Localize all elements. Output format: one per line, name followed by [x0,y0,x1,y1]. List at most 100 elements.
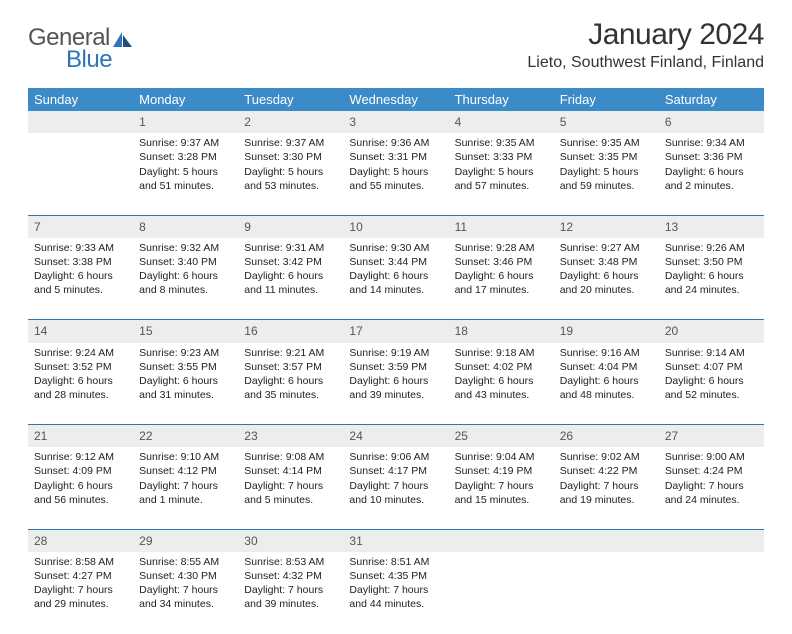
daylight-text: Daylight: 6 hours and 28 minutes. [34,374,127,402]
day-cell: Sunrise: 9:33 AMSunset: 3:38 PMDaylight:… [28,238,133,320]
day-number: 11 [449,215,554,238]
weekday-header: Sunday [28,88,133,111]
daylight-text: Daylight: 6 hours and 52 minutes. [665,374,758,402]
day-number: 9 [238,215,343,238]
day-cell: Sunrise: 9:28 AMSunset: 3:46 PMDaylight:… [449,238,554,320]
sunrise-text: Sunrise: 9:18 AM [455,346,548,360]
day-cell: Sunrise: 9:06 AMSunset: 4:17 PMDaylight:… [343,447,448,529]
daylight-text: Daylight: 6 hours and 14 minutes. [349,269,442,297]
sunset-text: Sunset: 3:55 PM [139,360,232,374]
sunset-text: Sunset: 4:17 PM [349,464,442,478]
day-number: 2 [238,111,343,133]
weekday-header-row: Sunday Monday Tuesday Wednesday Thursday… [28,88,764,111]
sunrise-text: Sunrise: 9:32 AM [139,241,232,255]
day-number: 24 [343,425,448,448]
day-number: 31 [343,529,448,552]
daylight-text: Daylight: 6 hours and 11 minutes. [244,269,337,297]
day-number: 14 [28,320,133,343]
sunset-text: Sunset: 4:19 PM [455,464,548,478]
sunrise-text: Sunrise: 9:28 AM [455,241,548,255]
sunset-text: Sunset: 4:12 PM [139,464,232,478]
sunset-text: Sunset: 4:24 PM [665,464,758,478]
day-number: 26 [554,425,659,448]
day-cell [449,552,554,634]
sunrise-text: Sunrise: 9:34 AM [665,136,758,150]
header: GeneralBlue January 2024 Lieto, Southwes… [28,18,764,74]
day-cell: Sunrise: 9:16 AMSunset: 4:04 PMDaylight:… [554,343,659,425]
day-cell: Sunrise: 8:55 AMSunset: 4:30 PMDaylight:… [133,552,238,634]
day-cell: Sunrise: 9:24 AMSunset: 3:52 PMDaylight:… [28,343,133,425]
day-number: 25 [449,425,554,448]
day-cell [659,552,764,634]
day-number: 20 [659,320,764,343]
daylight-text: Daylight: 7 hours and 19 minutes. [560,479,653,507]
day-cell: Sunrise: 9:31 AMSunset: 3:42 PMDaylight:… [238,238,343,320]
sunset-text: Sunset: 3:38 PM [34,255,127,269]
sunset-text: Sunset: 3:42 PM [244,255,337,269]
daylight-text: Daylight: 7 hours and 39 minutes. [244,583,337,611]
daylight-text: Daylight: 5 hours and 57 minutes. [455,165,548,193]
day-detail-row: Sunrise: 9:37 AMSunset: 3:28 PMDaylight:… [28,133,764,215]
sunset-text: Sunset: 3:31 PM [349,150,442,164]
day-number: 6 [659,111,764,133]
day-number-row: 78910111213 [28,215,764,238]
day-number: 18 [449,320,554,343]
day-cell: Sunrise: 9:37 AMSunset: 3:30 PMDaylight:… [238,133,343,215]
weekday-header: Saturday [659,88,764,111]
daylight-text: Daylight: 7 hours and 34 minutes. [139,583,232,611]
daylight-text: Daylight: 6 hours and 31 minutes. [139,374,232,402]
calendar-table: Sunday Monday Tuesday Wednesday Thursday… [28,88,764,634]
sunrise-text: Sunrise: 9:26 AM [665,241,758,255]
daylight-text: Daylight: 6 hours and 35 minutes. [244,374,337,402]
sunrise-text: Sunrise: 9:16 AM [560,346,653,360]
weekday-header: Wednesday [343,88,448,111]
day-number-row: 28293031 [28,529,764,552]
sunrise-text: Sunrise: 9:37 AM [244,136,337,150]
day-number: 30 [238,529,343,552]
sunrise-text: Sunrise: 9:08 AM [244,450,337,464]
sunset-text: Sunset: 3:48 PM [560,255,653,269]
sunset-text: Sunset: 4:22 PM [560,464,653,478]
day-number: 3 [343,111,448,133]
weekday-header: Friday [554,88,659,111]
daylight-text: Daylight: 6 hours and 8 minutes. [139,269,232,297]
day-cell: Sunrise: 9:30 AMSunset: 3:44 PMDaylight:… [343,238,448,320]
day-detail-row: Sunrise: 9:12 AMSunset: 4:09 PMDaylight:… [28,447,764,529]
daylight-text: Daylight: 5 hours and 59 minutes. [560,165,653,193]
sunset-text: Sunset: 3:59 PM [349,360,442,374]
daylight-text: Daylight: 6 hours and 24 minutes. [665,269,758,297]
sunrise-text: Sunrise: 9:14 AM [665,346,758,360]
sunrise-text: Sunrise: 9:36 AM [349,136,442,150]
sunrise-text: Sunrise: 9:27 AM [560,241,653,255]
sunset-text: Sunset: 3:46 PM [455,255,548,269]
sunrise-text: Sunrise: 9:19 AM [349,346,442,360]
day-number: 13 [659,215,764,238]
day-cell: Sunrise: 9:27 AMSunset: 3:48 PMDaylight:… [554,238,659,320]
day-cell [554,552,659,634]
day-number: 29 [133,529,238,552]
daylight-text: Daylight: 5 hours and 53 minutes. [244,165,337,193]
day-cell: Sunrise: 9:37 AMSunset: 3:28 PMDaylight:… [133,133,238,215]
day-cell: Sunrise: 9:18 AMSunset: 4:02 PMDaylight:… [449,343,554,425]
day-number: 8 [133,215,238,238]
sunset-text: Sunset: 3:40 PM [139,255,232,269]
day-number: 1 [133,111,238,133]
day-number: 7 [28,215,133,238]
day-cell: Sunrise: 9:02 AMSunset: 4:22 PMDaylight:… [554,447,659,529]
sunset-text: Sunset: 4:07 PM [665,360,758,374]
day-number: 12 [554,215,659,238]
sunset-text: Sunset: 3:33 PM [455,150,548,164]
sunset-text: Sunset: 3:50 PM [665,255,758,269]
day-cell: Sunrise: 9:35 AMSunset: 3:33 PMDaylight:… [449,133,554,215]
sunrise-text: Sunrise: 9:37 AM [139,136,232,150]
day-number: 19 [554,320,659,343]
day-cell: Sunrise: 9:14 AMSunset: 4:07 PMDaylight:… [659,343,764,425]
day-number: 15 [133,320,238,343]
sunrise-text: Sunrise: 8:53 AM [244,555,337,569]
daylight-text: Daylight: 7 hours and 29 minutes. [34,583,127,611]
sunrise-text: Sunrise: 9:04 AM [455,450,548,464]
day-cell: Sunrise: 8:58 AMSunset: 4:27 PMDaylight:… [28,552,133,634]
location: Lieto, Southwest Finland, Finland [527,54,764,72]
day-cell: Sunrise: 9:36 AMSunset: 3:31 PMDaylight:… [343,133,448,215]
daylight-text: Daylight: 7 hours and 1 minute. [139,479,232,507]
